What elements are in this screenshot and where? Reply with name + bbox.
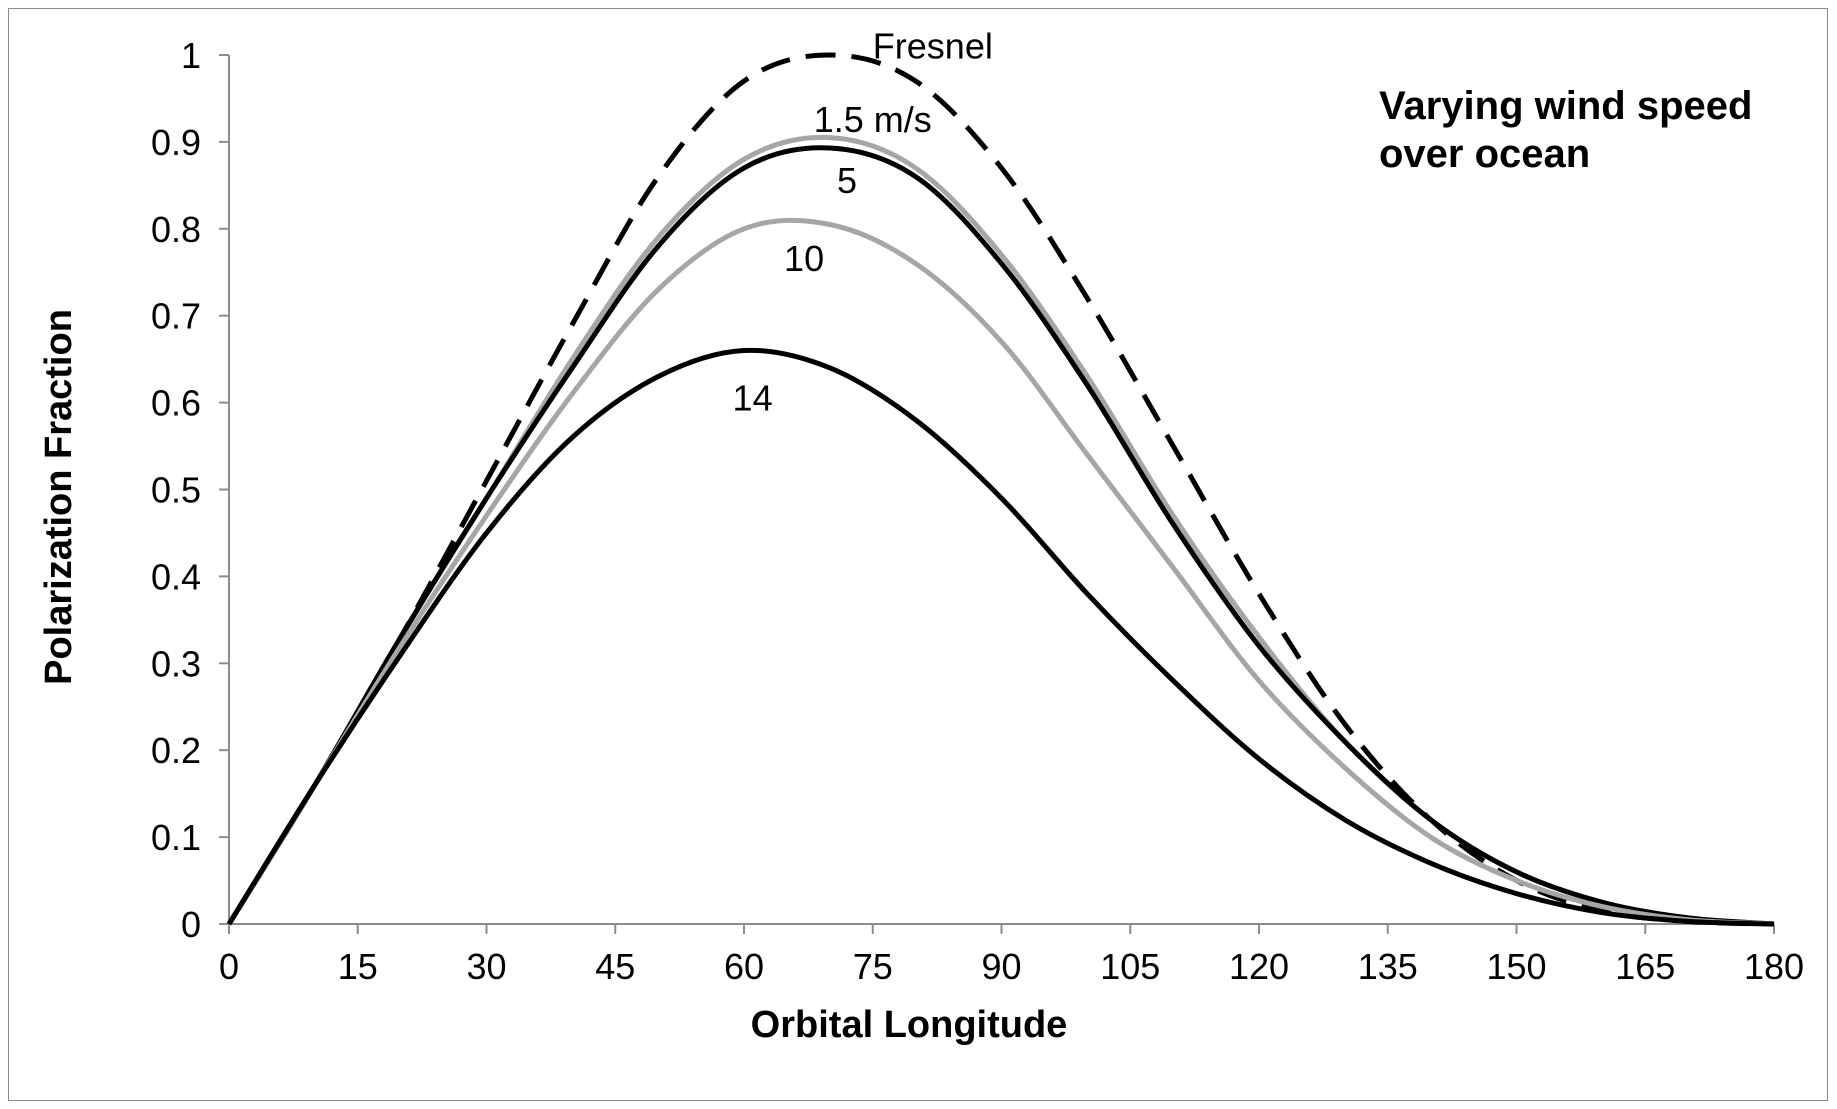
x-tick-label: 0 <box>219 946 239 987</box>
x-tick-label: 105 <box>1100 946 1160 987</box>
series-label: 5 <box>837 160 857 201</box>
axes: 0 15 30 45 60 75 90 105 120 135 150 165 18000.10.20.… <box>151 35 1804 987</box>
y-tick-label: 0 <box>181 904 201 945</box>
x-tick-label: 15 <box>338 946 378 987</box>
y-axis-title: Polarization Fraction <box>38 309 80 685</box>
curves <box>226 52 1775 927</box>
series-line <box>226 52 1775 927</box>
x-tick-label: 150 <box>1486 946 1546 987</box>
x-tick-label: 165 <box>1615 946 1675 987</box>
y-tick-label: 0.2 <box>151 730 201 771</box>
y-tick-label: 0.5 <box>151 470 201 511</box>
y-tick-label: 0.7 <box>151 296 201 337</box>
x-axis-title: Orbital Longitude <box>751 1004 1068 1046</box>
x-tick-label: 45 <box>595 946 635 987</box>
x-tick-label: 30 <box>466 946 506 987</box>
chart-frame: 0 15 30 45 60 75 90 105 120 135 150 165 180 0 0.1 0.2 0.… <box>8 8 1828 1101</box>
series-label: Fresnel <box>873 25 993 66</box>
y-tick-label: 0.3 <box>151 643 201 684</box>
x-tick-label: 90 <box>981 946 1021 987</box>
polarization-chart: 0 15 30 45 60 75 90 105 120 135 150 165 18000.10.20.… <box>38 25 1804 1046</box>
series-line <box>226 134 1775 927</box>
y-tick-label: 0.8 <box>151 209 201 250</box>
series-label: 10 <box>784 238 824 279</box>
y-tick-label: 1 <box>181 35 201 76</box>
x-tick-label: 180 <box>1744 946 1804 987</box>
series-line <box>226 347 1775 927</box>
series-line <box>226 145 1775 927</box>
x-tick-label: 120 <box>1229 946 1289 987</box>
y-tick-label: 0.1 <box>151 817 201 858</box>
y-tick-label: 0.6 <box>151 383 201 424</box>
x-tick-label: 135 <box>1358 946 1418 987</box>
series-label: 1.5 m/s <box>814 99 932 140</box>
annotation-line-2: over ocean <box>1379 132 1590 176</box>
x-tick-label: 60 <box>724 946 764 987</box>
x-tick-label: 75 <box>853 946 893 987</box>
series-label: 14 <box>733 377 773 418</box>
y-tick-label: 0.4 <box>151 556 201 597</box>
curve-labels: Fresnel 1.5 m/s 5 10 14 <box>733 25 993 418</box>
annotation-line-1: Varying wind speed <box>1379 84 1752 128</box>
series-line <box>226 217 1775 927</box>
y-tick-label: 0.9 <box>151 122 201 163</box>
